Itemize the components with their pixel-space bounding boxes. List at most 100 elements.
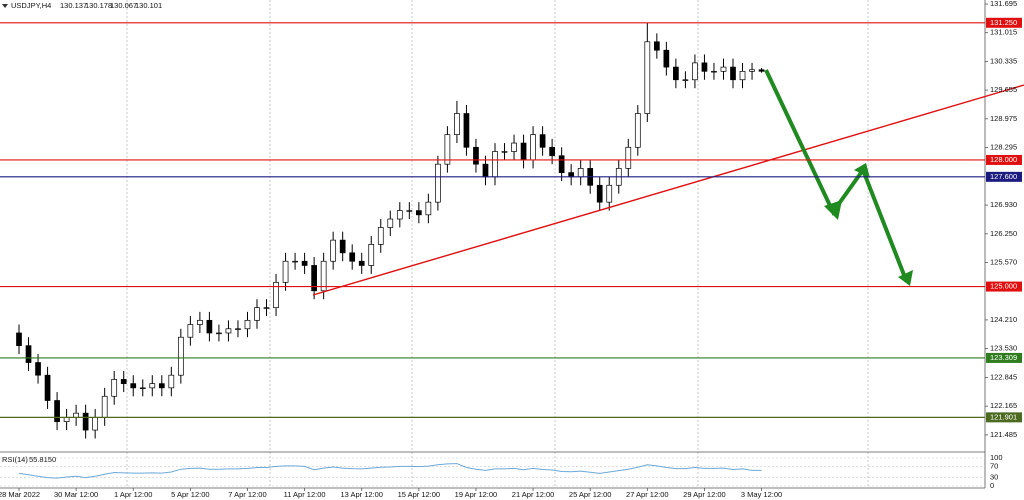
level-label-box (986, 17, 1022, 28)
x-tick-label: 29 Apr 12:00 (683, 490, 726, 499)
y-tick-label: 126.250 (990, 229, 1017, 238)
candle-body (749, 69, 755, 72)
indicator-last: 55.8150 (29, 455, 56, 464)
header-low: 130.067 (110, 1, 137, 10)
candle-body (225, 328, 232, 334)
candle-body (235, 328, 241, 330)
candle-body (530, 134, 536, 161)
candle-body (177, 336, 184, 376)
y-tick-label: 128.295 (990, 142, 1017, 151)
candle-body (454, 113, 460, 135)
candle-body (663, 49, 670, 68)
candle-body (435, 163, 441, 203)
level-label-box (986, 412, 1022, 423)
candle-body (301, 260, 308, 266)
level-label-box (986, 352, 1022, 363)
candle-body (387, 218, 394, 228)
candle-body (406, 210, 413, 212)
header-open: 130.137 (60, 1, 87, 10)
level-label: 127.600 (990, 172, 1017, 181)
candle-body (330, 239, 337, 262)
x-tick-label: 30 Mar 12:00 (54, 490, 98, 499)
candle-body (35, 362, 41, 376)
candle-body (368, 244, 375, 266)
x-tick-label: 21 Apr 12:00 (512, 490, 555, 499)
level-label: 123.309 (990, 353, 1017, 362)
candle-body (730, 66, 736, 81)
y-tick-label: 130.335 (990, 56, 1017, 65)
candle-body (492, 151, 498, 178)
candle-body (16, 332, 22, 346)
arrow-head (854, 163, 870, 178)
candle-body (82, 412, 89, 431)
candle-body (282, 260, 289, 283)
candle-body (673, 66, 679, 81)
candle-body (263, 307, 270, 309)
candle-body (758, 69, 765, 72)
candle-body (396, 210, 403, 220)
candle-body (701, 62, 708, 72)
candle-body (187, 324, 194, 338)
x-tick-label: 13 Apr 12:00 (340, 490, 383, 499)
y-tick-label: 125.570 (990, 257, 1017, 266)
x-tick-label: 15 Apr 12:00 (398, 490, 441, 499)
candle-body (158, 383, 165, 389)
candle-body (425, 201, 432, 216)
candle-body (273, 281, 279, 309)
candle-body (596, 184, 603, 203)
trend-line (312, 84, 1024, 296)
indicator-name: RSI(14) (2, 455, 28, 464)
candle-body (482, 163, 489, 178)
y-tick-label: 129.655 (990, 85, 1017, 94)
candle-body (197, 319, 203, 325)
candle-body (539, 134, 546, 148)
y-tick-label: 131.015 (990, 28, 1017, 37)
x-tick-label: 11 Apr 12:00 (284, 490, 326, 499)
candle-body (168, 374, 175, 389)
candle-body (644, 41, 651, 114)
candle-body (634, 113, 641, 148)
candle-body (473, 146, 479, 165)
candle-body (568, 172, 575, 178)
candle-body (415, 210, 422, 216)
level-label-box (986, 281, 1022, 292)
indicator-tick-label: 70 (990, 461, 998, 470)
symbol: USDJPY,H4 (11, 1, 51, 10)
candle-body (549, 146, 555, 157)
x-tick-label: 3 May 12:00 (741, 490, 782, 499)
y-tick-label: 123.530 (990, 344, 1017, 353)
candle-body (292, 260, 298, 263)
x-tick-label: 27 Apr 12:00 (626, 490, 669, 499)
candle-body (44, 374, 51, 401)
y-tick-label: 122.845 (990, 372, 1017, 381)
indicator-line (18, 463, 762, 479)
level-label: 125.000 (990, 282, 1017, 291)
level-label-box (986, 154, 1022, 165)
arrow-head (824, 200, 842, 220)
x-tick-label: 19 Apr 12:00 (455, 490, 498, 499)
candle-body (254, 307, 260, 321)
levels: 131.250 128.000 127.600 125.000 123.309 121.9… (0, 18, 1022, 423)
candle-body (682, 79, 689, 81)
candle-body (120, 379, 127, 384)
forecast-path (764, 69, 908, 281)
candle-body (511, 142, 517, 152)
x-tick-label: 25 Apr 12:00 (569, 490, 612, 499)
x-tick-label: 28 Mar 2022 (0, 490, 40, 499)
candle-body (149, 383, 156, 389)
candle-body (339, 239, 346, 254)
header-high: 130.178 (85, 1, 112, 10)
y-tick-label: 131.695 (990, 0, 1017, 8)
candle-body (577, 168, 584, 178)
candle-body (692, 62, 698, 81)
level-label: 131.250 (990, 18, 1017, 27)
x-tick-label: 7 Apr 12:00 (228, 490, 266, 499)
candle-body (463, 113, 470, 148)
forecast-arrow (764, 69, 913, 286)
candle-body (377, 227, 384, 245)
candle-body (739, 70, 746, 81)
candle-body (101, 395, 108, 418)
candle-body (92, 417, 99, 431)
